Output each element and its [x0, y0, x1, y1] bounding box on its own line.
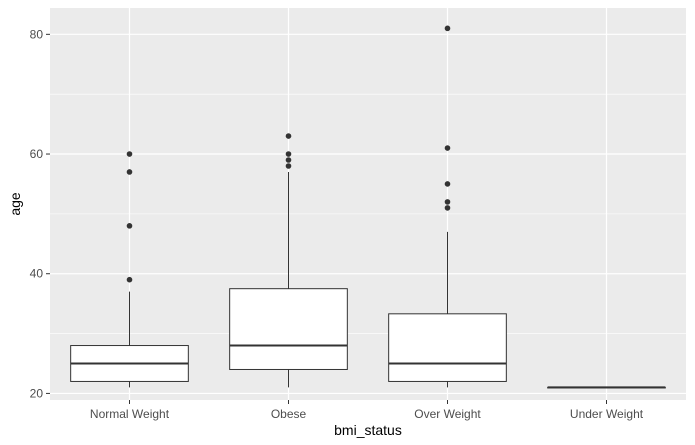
y-tick-label: 60 [30, 147, 44, 161]
outlier-point [285, 151, 292, 157]
boxes-layer [70, 25, 666, 389]
box-group [547, 386, 666, 389]
y-tick-label: 80 [30, 27, 44, 41]
box-group [229, 133, 348, 388]
y-tick-label: 20 [30, 386, 44, 400]
outlier-point [126, 276, 133, 283]
y-tick-label: 40 [30, 267, 44, 281]
x-tick-label: Obese [271, 407, 307, 421]
outlier-point [285, 163, 292, 169]
box-group [70, 151, 189, 388]
outlier-point [285, 133, 292, 139]
outlier-point [126, 151, 133, 157]
outlier-point [285, 157, 292, 163]
x-axis-title: bmi_status [334, 422, 402, 438]
outlier-point [126, 169, 133, 175]
outlier-point [444, 199, 451, 205]
outlier-point [126, 223, 133, 229]
outlier-point [444, 181, 451, 187]
box-group [388, 25, 507, 388]
box [229, 288, 348, 370]
y-axis-ticks: 20 40 60 80 [30, 27, 50, 400]
box [388, 313, 507, 382]
x-tick-label: Over Weight [414, 407, 481, 421]
x-axis-ticks: Normal Weight Obese Over Weight Under Weigh… [90, 400, 644, 421]
outlier-point [444, 145, 451, 151]
outlier-point [444, 205, 451, 211]
y-axis-title: age [7, 192, 23, 216]
outlier-point [444, 25, 451, 32]
x-tick-label: Normal Weight [90, 407, 170, 421]
x-tick-label: Under Weight [570, 407, 644, 421]
plot-panel [50, 8, 686, 400]
